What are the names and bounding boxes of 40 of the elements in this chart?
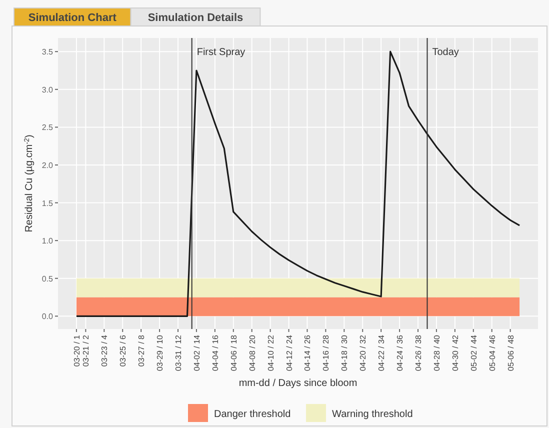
x-tick-label: 04-02 / 14 <box>192 334 202 372</box>
y-tick-label: 1.0 <box>42 236 54 246</box>
x-tick-label: 04-10 / 22 <box>266 334 276 372</box>
legend-label: Danger threshold <box>214 409 291 420</box>
x-tick-label: 03-31 / 12 <box>174 334 183 372</box>
x-tick-label: 04-16 / 28 <box>322 334 331 372</box>
x-tick-label: 04-22 / 34 <box>377 334 386 372</box>
y-tick-label: 3.5 <box>42 48 54 57</box>
x-tick-label: 04-08 / 20 <box>248 334 257 372</box>
x-tick-label: 03-20 / 1 <box>72 334 82 367</box>
x-tick-label: 05-06 / 48 <box>506 334 516 372</box>
x-tick-label: 04-14 / 26 <box>303 334 312 372</box>
x-tick-label: 04-18 / 30 <box>340 334 350 372</box>
x-tick-label: 04-06 / 18 <box>229 334 238 372</box>
y-tick-label: 0.5 <box>42 274 54 284</box>
y-tick-label: 2.0 <box>42 160 54 170</box>
x-tick-label: 04-30 / 42 <box>450 334 460 372</box>
x-tick-label: 03-25 / 6 <box>118 334 128 367</box>
text: Simulation Details <box>148 12 244 24</box>
x-tick-label: 04-28 / 40 <box>432 334 442 372</box>
x-tick-label: 04-24 / 36 <box>396 334 405 372</box>
x-tick-label: 03-29 / 10 <box>156 334 165 372</box>
x-tick-label: 04-12 / 24 <box>284 334 294 372</box>
ref-line-label: First Spray <box>196 47 246 58</box>
y-tick-label: 3.0 <box>42 85 54 94</box>
x-tick-label: 04-20 / 32 <box>358 334 368 372</box>
y-tick-label: 0.0 <box>42 312 54 322</box>
x-tick-label: 03-23 / 4 <box>100 334 110 367</box>
ref-line-label: Today <box>432 47 459 58</box>
y-tick-label: 2.5 <box>42 123 54 132</box>
y-tick-label: 1.5 <box>42 198 54 208</box>
text: Simulation Chart <box>28 12 117 24</box>
x-tick-label: 05-04 / 46 <box>488 334 497 372</box>
x-tick-label: 03-21 / 2 <box>82 334 91 367</box>
x-tick-label: 04-26 / 38 <box>414 334 423 372</box>
legend-label: Warning threshold <box>332 409 413 420</box>
x-tick-label: 05-02 / 44 <box>469 334 478 372</box>
x-tick-label: 03-27 / 8 <box>137 334 146 367</box>
x-axis-title: mm-dd / Days since bloom <box>238 378 358 389</box>
x-tick-label: 04-04 / 16 <box>210 334 220 372</box>
